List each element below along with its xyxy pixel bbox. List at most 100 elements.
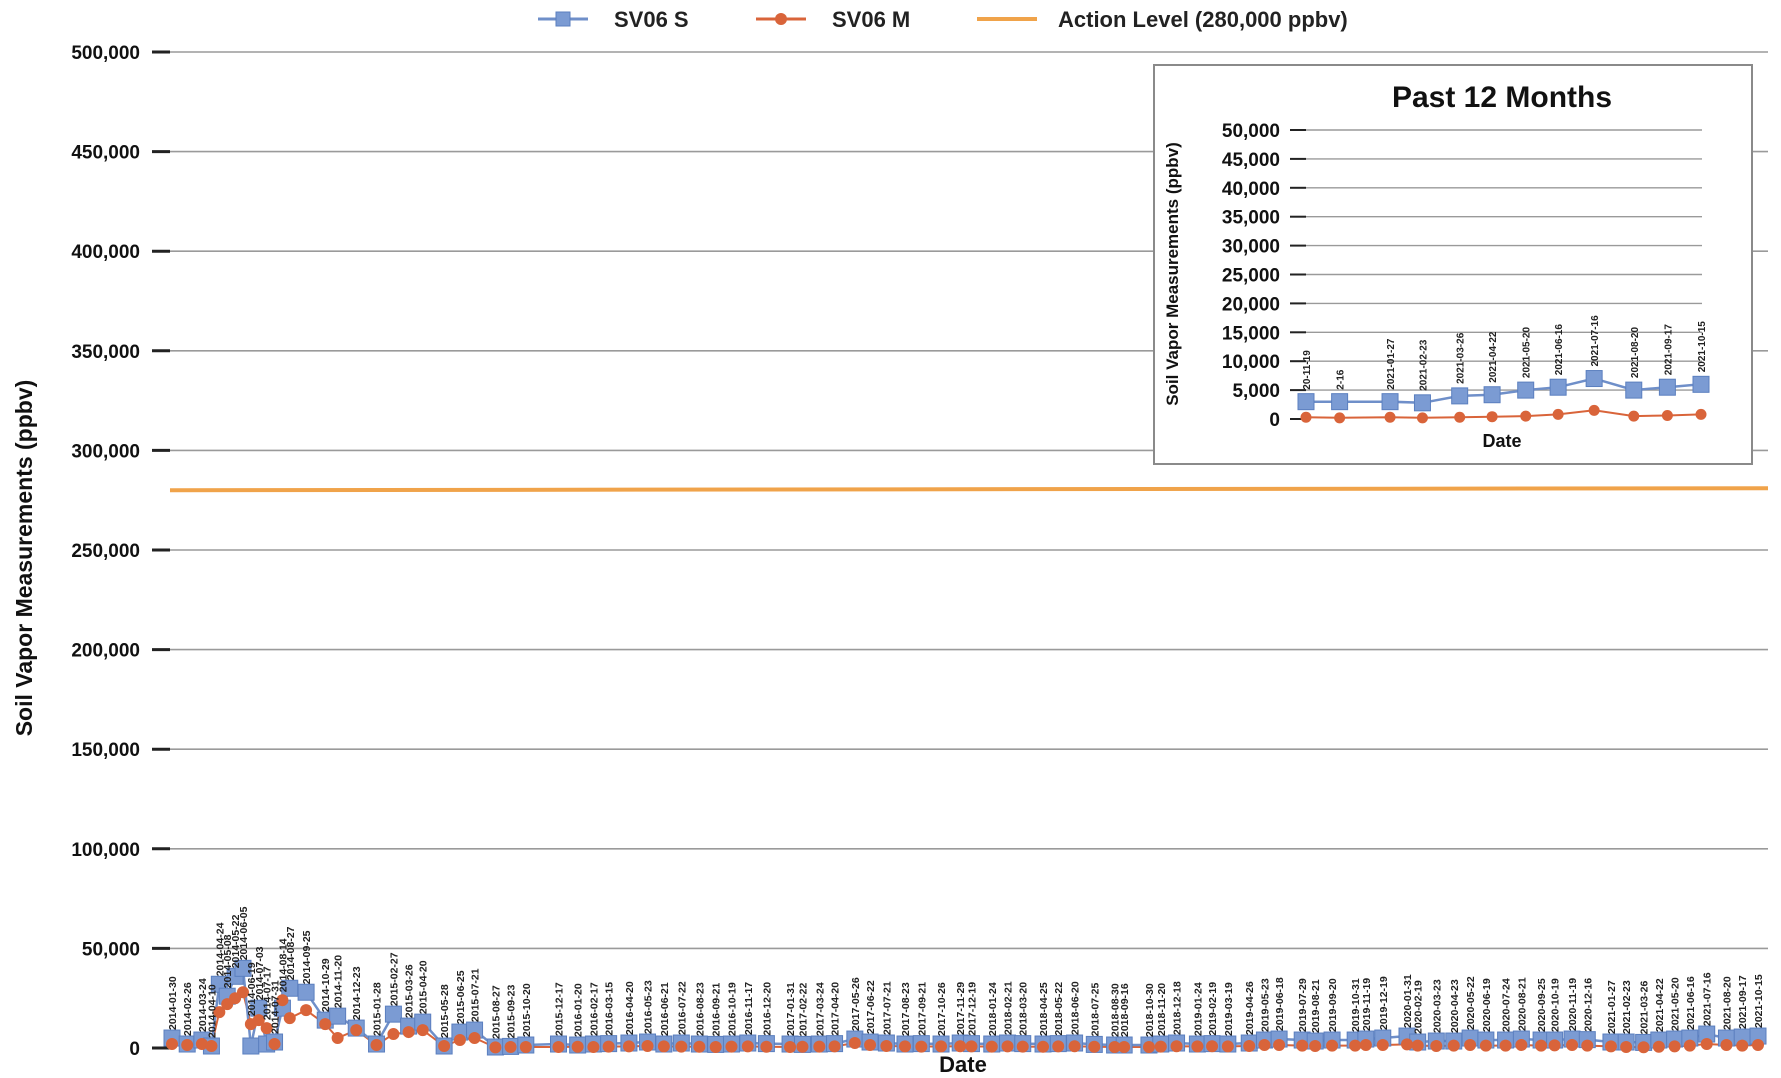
point-sv06-m (602, 1040, 615, 1053)
data-label-2015-09-23: 2015-09-23 (506, 985, 518, 1039)
data-label-2020-03-23: 2020-03-23 (1431, 979, 1443, 1033)
data-label-2020-08-21: 2020-08-21 (1516, 977, 1528, 1031)
point-sv06-m (641, 1040, 654, 1053)
data-label-2021-05-20: 2021-05-20 (1670, 977, 1682, 1031)
point-sv06-m (796, 1040, 809, 1053)
inset-data-label-2020-12-16: 2-16 (1336, 369, 1347, 389)
legend-item-action-level[interactable]: Action Level (280,000 ppbv) (977, 7, 1348, 32)
data-label-2014-10-29: 2014-10-29 (320, 958, 332, 1012)
main-date-labels: 2014-01-30 2014-02-26 2014-03-242014-04-10… (167, 906, 1765, 1039)
inset-point-sv06-m (1695, 408, 1707, 420)
point-sv06-m (1326, 1039, 1339, 1052)
data-label-2019-10-31: 2019-10-31 (1350, 978, 1362, 1032)
data-label-2021-03-26: 2021-03-26 (1639, 981, 1651, 1035)
point-sv06-m (813, 1040, 826, 1053)
point-sv06-m (453, 1034, 466, 1047)
point-sv06-m (1258, 1039, 1271, 1052)
data-label-2014-03-24: 2014-03-24 (197, 978, 209, 1032)
y-tick-label: 100,000 (71, 840, 140, 861)
point-sv06-m (1515, 1039, 1528, 1052)
inset-y-tick-label: 15,000 (1222, 323, 1280, 344)
point-sv06-m (1221, 1040, 1234, 1053)
data-label-2015-07-21: 2015-07-21 (470, 968, 482, 1022)
data-label-2018-05-22: 2018-05-22 (1053, 982, 1065, 1036)
data-label-2014-01-30: 2014-01-30 (167, 976, 179, 1030)
y-axis-title: Soil Vapor Measurements (ppbv) (11, 380, 37, 737)
data-label-2014-09-25: 2014-09-25 (301, 930, 313, 984)
point-sv06-m (1309, 1040, 1322, 1053)
legend-item-sv06-s[interactable]: SV06 S (538, 7, 689, 32)
data-label-2016-05-23: 2016-05-23 (643, 980, 655, 1034)
data-label-2020-11-19: 2020-11-19 (1567, 978, 1579, 1031)
data-label-2021-10-15: 2021-10-15 (1753, 974, 1765, 1028)
legend: SV06 S SV06 M Action Level (280,000 ppbv… (538, 7, 1348, 32)
data-label-2014-04-10: 2014-04-10 (206, 984, 218, 1038)
data-label-2015-03-26: 2015-03-26 (404, 964, 416, 1018)
inset-y-tick-labels: 0 5,000 10,000 15,000 20,000 25,000 30,000 35,0… (1222, 121, 1280, 431)
point-sv06-m (438, 1040, 451, 1053)
point-sv06-m (416, 1024, 429, 1037)
point-sv06-m (1243, 1040, 1256, 1053)
main-y-tick-labels: 0 50,000 100,000 150,000 200,000 250,000 300,0… (71, 43, 140, 1060)
inset-y-tick-label: 30,000 (1222, 237, 1280, 258)
data-label-2021-09-17: 2021-09-17 (1737, 975, 1749, 1029)
data-label-2015-08-27: 2015-08-27 (490, 985, 502, 1039)
inset-y-tick-label: 50,000 (1222, 121, 1280, 142)
inset-point-sv06-s (1413, 394, 1431, 412)
point-sv06-m (571, 1040, 584, 1053)
y-tick-label: 250,000 (71, 541, 140, 562)
data-label-2019-09-20: 2019-09-20 (1327, 978, 1339, 1032)
inset-point-sv06-m (1416, 412, 1428, 424)
data-label-2019-05-23: 2019-05-23 (1260, 978, 1272, 1032)
data-label-2015-10-20: 2015-10-20 (521, 983, 533, 1037)
point-sv06-m (519, 1041, 532, 1054)
data-label-2019-07-29: 2019-07-29 (1297, 978, 1309, 1032)
data-label-2019-08-21: 2019-08-21 (1310, 979, 1322, 1033)
data-label-2016-03-15: 2016-03-15 (604, 982, 616, 1036)
point-sv06-m (915, 1040, 928, 1053)
data-label-2018-08-30: 2018-08-30 (1110, 983, 1122, 1037)
data-label-2014-05-22: 2014-05-22 (230, 914, 242, 968)
data-label-2019-01-24: 2019-01-24 (1192, 982, 1204, 1036)
point-sv06-m (260, 1022, 273, 1035)
inset-data-label-2021-01-27: 2021-01-27 (1386, 338, 1397, 390)
legend-label-sv06-m: SV06 M (832, 7, 910, 32)
data-label-2017-05-26: 2017-05-26 (850, 977, 862, 1031)
inset-point-sv06-s (1692, 375, 1710, 393)
point-sv06-m (1499, 1039, 1512, 1052)
inset-point-sv06-s (1483, 386, 1501, 404)
point-sv06-m (898, 1040, 911, 1053)
data-label-2021-04-22: 2021-04-22 (1654, 978, 1666, 1032)
point-sv06-m (504, 1041, 517, 1054)
point-sv06-m (252, 1014, 265, 1027)
inset-date-labels: 20-11-19 2-16 2021-01-27 2021-02-23 2021-03-… (1302, 315, 1708, 391)
data-label-2014-02-26: 2014-02-26 (182, 982, 194, 1036)
data-label-2020-09-25: 2020-09-25 (1536, 978, 1548, 1032)
data-label-2017-02-22: 2017-02-22 (798, 983, 810, 1037)
data-label-2017-10-26: 2017-10-26 (936, 982, 948, 1036)
point-sv06-m (725, 1040, 738, 1053)
point-sv06-m (1359, 1039, 1372, 1052)
point-sv06-m (468, 1032, 481, 1045)
data-label-2021-07-16: 2021-07-16 (1702, 972, 1714, 1026)
point-sv06-m (1001, 1040, 1014, 1053)
legend-swatch-sv06-m-marker (775, 13, 787, 25)
inset-data-label-2021-09-17: 2021-09-17 (1663, 324, 1674, 376)
point-sv06-m (935, 1040, 948, 1053)
inset-point-sv06-m (1384, 411, 1396, 423)
data-label-2014-07-31: 2014-07-31 (270, 980, 282, 1034)
data-label-2016-07-22: 2016-07-22 (676, 981, 688, 1035)
main-series-group (163, 959, 1767, 1056)
inset-point-sv06-m (1661, 410, 1673, 422)
y-tick-label: 450,000 (71, 143, 140, 164)
legend-item-sv06-m[interactable]: SV06 M (756, 7, 910, 32)
legend-label-action-level: Action Level (280,000 ppbv) (1058, 7, 1348, 32)
data-label-2014-07-17: 2014-07-17 (262, 966, 274, 1020)
point-sv06-m (709, 1041, 722, 1054)
point-sv06-m (985, 1040, 998, 1053)
data-label-2021-06-16: 2021-06-16 (1685, 976, 1697, 1030)
point-sv06-m (1068, 1040, 1081, 1053)
data-label-2015-05-28: 2015-05-28 (439, 984, 451, 1038)
data-label-2018-02-21: 2018-02-21 (1003, 981, 1015, 1035)
